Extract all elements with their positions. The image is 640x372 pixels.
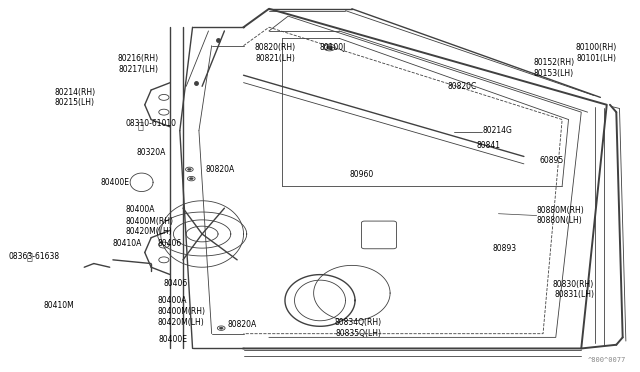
- Text: 80820C: 80820C: [447, 82, 477, 91]
- Text: 80400E: 80400E: [159, 335, 188, 344]
- Text: 80406: 80406: [157, 239, 182, 248]
- Text: 80406: 80406: [164, 279, 188, 288]
- Text: 80400M(RH)
80420M(LH): 80400M(RH) 80420M(LH): [125, 217, 173, 236]
- Text: 80960: 80960: [349, 170, 374, 179]
- Text: 80410A: 80410A: [113, 239, 142, 248]
- Text: 80400A: 80400A: [125, 205, 155, 215]
- Text: ^800^0077: ^800^0077: [588, 357, 626, 363]
- Text: 80830(RH)
80831(LH): 80830(RH) 80831(LH): [553, 280, 594, 299]
- Text: 80400E: 80400E: [100, 178, 129, 187]
- Text: 80100J: 80100J: [320, 43, 346, 52]
- Text: 80820A: 80820A: [205, 165, 234, 174]
- Circle shape: [220, 327, 223, 329]
- Text: 08310-61010: 08310-61010: [125, 119, 177, 128]
- Text: 80214G: 80214G: [483, 126, 513, 135]
- Text: Ⓢ: Ⓢ: [26, 251, 33, 261]
- Text: 80400M(RH)
80420M(LH): 80400M(RH) 80420M(LH): [157, 307, 205, 327]
- Text: 80216(RH)
80217(LH): 80216(RH) 80217(LH): [118, 54, 159, 74]
- Text: 80893: 80893: [492, 244, 516, 253]
- Text: 80880M(RH)
80880N(LH): 80880M(RH) 80880N(LH): [537, 206, 584, 225]
- Text: 80820(RH)
80821(LH): 80820(RH) 80821(LH): [255, 44, 296, 63]
- Text: 80400A: 80400A: [157, 296, 187, 305]
- Text: 80410M: 80410M: [44, 301, 74, 311]
- Text: 80834Q(RH)
80835Q(LH): 80834Q(RH) 80835Q(LH): [335, 318, 382, 338]
- Circle shape: [327, 46, 332, 49]
- Text: 80820A: 80820A: [228, 320, 257, 329]
- Text: 80841: 80841: [476, 141, 500, 150]
- Text: 80152(RH)
80153(LH): 80152(RH) 80153(LH): [534, 58, 575, 77]
- Text: 80100(RH)
80101(LH): 80100(RH) 80101(LH): [575, 44, 616, 63]
- Text: 60895: 60895: [540, 155, 564, 165]
- Text: 08363-61638: 08363-61638: [9, 251, 60, 261]
- Text: 80214(RH)
80215(LH): 80214(RH) 80215(LH): [54, 88, 95, 107]
- Text: Ⓢ: Ⓢ: [138, 120, 143, 130]
- Text: 80320A: 80320A: [136, 148, 166, 157]
- Circle shape: [189, 177, 193, 180]
- Circle shape: [188, 168, 191, 170]
